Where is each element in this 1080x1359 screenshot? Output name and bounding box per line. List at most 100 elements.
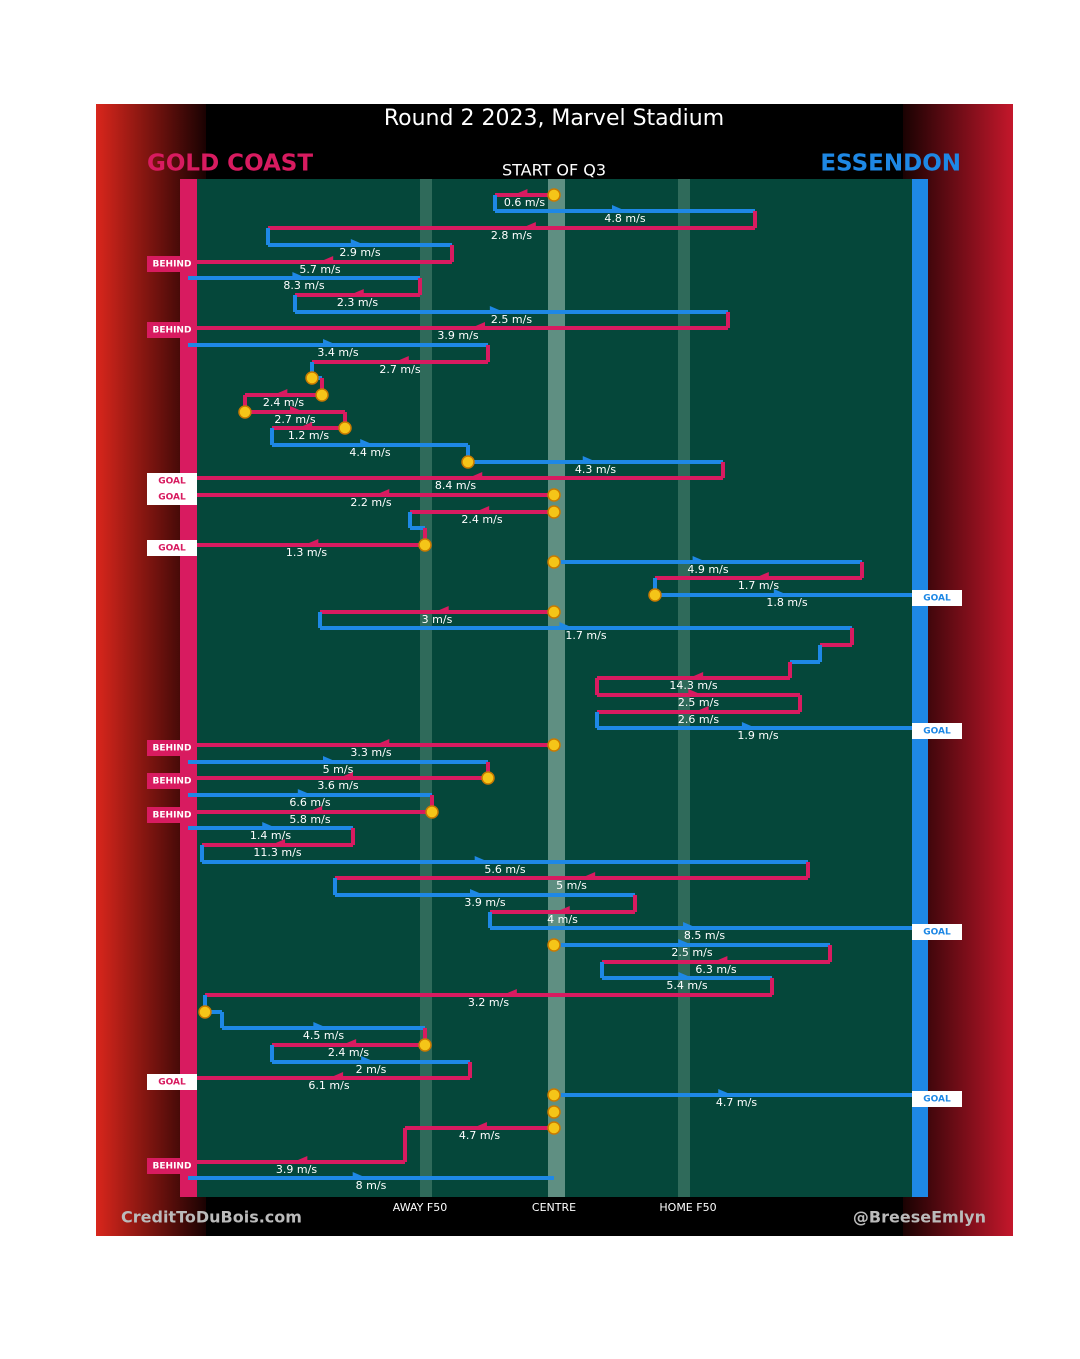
possession-dot	[338, 421, 352, 435]
arrow	[683, 922, 698, 930]
speed-label: 1.7 m/s	[565, 629, 606, 642]
arrow	[293, 1156, 308, 1164]
outcome-badge	[147, 540, 197, 556]
speed-label: 2.9 m/s	[339, 246, 380, 259]
outcome-badge	[147, 773, 197, 789]
arrow	[513, 189, 528, 197]
outcome-label: GOAL	[158, 544, 186, 554]
arrow	[471, 322, 485, 330]
outcome-label: GOAL	[158, 1078, 186, 1088]
speed-label: 4.4 m/s	[349, 446, 390, 459]
possession-dot	[481, 771, 495, 785]
speed-label: 2.4 m/s	[461, 513, 502, 526]
speed-label: 4.5 m/s	[303, 1029, 344, 1042]
outcome-label: GOAL	[923, 727, 951, 737]
speed-label: 5 m/s	[323, 763, 354, 776]
outcome-label: BEHIND	[153, 326, 192, 336]
arrow	[361, 1056, 376, 1064]
arrow	[297, 789, 312, 797]
arrow	[434, 606, 449, 614]
outcome-label: GOAL	[158, 477, 186, 487]
speed-label: 3.4 m/s	[317, 346, 358, 359]
arrow	[502, 989, 517, 997]
arrow	[375, 739, 390, 747]
speed-label: 8 m/s	[356, 1179, 387, 1192]
arrow	[468, 472, 483, 480]
arrow	[581, 872, 596, 880]
outcome-badge	[147, 322, 197, 338]
speed-label: 5.7 m/s	[299, 263, 340, 276]
speed-label: 8.5 m/s	[684, 929, 725, 942]
speed-label: 2 m/s	[356, 1063, 387, 1076]
arrow	[689, 672, 704, 680]
outcome-badge	[147, 256, 197, 272]
outcome-label: BEHIND	[153, 744, 192, 754]
credit: @BreeseEmlyn	[853, 1208, 986, 1227]
home-team: ESSENDON	[820, 151, 961, 177]
arrow	[555, 906, 570, 914]
speed-label: 5.6 m/s	[484, 863, 525, 876]
away-f50-line	[420, 179, 432, 1197]
arrow	[273, 389, 288, 397]
speed-label: 5 m/s	[556, 879, 587, 892]
speed-label: 1.2 m/s	[288, 429, 329, 442]
outcome-label: GOAL	[923, 594, 951, 604]
arrow	[290, 406, 304, 414]
speed-label: 5.4 m/s	[666, 979, 707, 992]
speed-label: 1.8 m/s	[766, 596, 807, 609]
arrow	[323, 756, 337, 764]
arrow	[304, 539, 319, 547]
home-goal-post	[912, 179, 928, 1197]
outcome-label: BEHIND	[153, 811, 192, 821]
speed-label: 0.6 m/s	[504, 196, 545, 209]
arrow	[521, 222, 536, 230]
outcome-badge	[147, 1158, 197, 1174]
speed-label: 3.9 m/s	[276, 1163, 317, 1176]
possession-dot	[425, 805, 439, 819]
speed-label: 6.3 m/s	[695, 963, 736, 976]
arrow	[741, 722, 756, 730]
arrow	[475, 506, 490, 514]
speed-label: 2.5 m/s	[678, 696, 719, 709]
speed-label: 4.7 m/s	[716, 1096, 757, 1109]
arrow	[678, 972, 693, 980]
speed-label: 8.4 m/s	[435, 479, 476, 492]
arrow	[323, 339, 337, 347]
arrow	[489, 306, 504, 314]
outcome-label: BEHIND	[153, 1162, 192, 1172]
possession-dot	[547, 555, 561, 569]
chains: 0.6 m/s 4.8 m/s 2.8 m/s 2.9 m/s 5.7 m/s 8.3 m…	[147, 188, 962, 1192]
away-goal-post	[180, 179, 197, 1197]
speed-label: 2.5 m/s	[491, 313, 532, 326]
arrow	[319, 256, 334, 264]
speed-label: 2.4 m/s	[263, 396, 304, 409]
outcome-label: GOAL	[923, 928, 951, 938]
outcome-label: BEHIND	[153, 777, 192, 787]
title: Round 2 2023, Marvel Stadium	[384, 106, 724, 131]
outcome-badge	[147, 489, 197, 505]
arrow	[688, 689, 703, 697]
speed-label: 4.9 m/s	[687, 563, 728, 576]
possession-dot	[547, 938, 561, 952]
speed-label: 1.7 m/s	[738, 579, 779, 592]
speed-label: 4.7 m/s	[459, 1129, 500, 1142]
possession-dot	[648, 588, 662, 602]
arrow	[718, 1089, 733, 1097]
possession-dot	[547, 488, 561, 502]
speed-label: 3.9 m/s	[437, 329, 478, 342]
speed-label: 2.2 m/s	[350, 496, 391, 509]
outcome-badge	[147, 473, 197, 489]
possession-dot	[547, 1088, 561, 1102]
arrow	[292, 272, 307, 280]
zone-label: HOME F50	[659, 1201, 716, 1214]
speed-label: 2.4 m/s	[328, 1046, 369, 1059]
outcome-label: GOAL	[923, 1095, 951, 1105]
arrow	[329, 1072, 344, 1080]
centre-line	[548, 179, 565, 1197]
zone-label: CENTRE	[532, 1201, 576, 1214]
away-team: GOLD COAST	[147, 151, 313, 177]
arrow	[308, 806, 323, 814]
speed-label: 3 m/s	[422, 613, 453, 626]
